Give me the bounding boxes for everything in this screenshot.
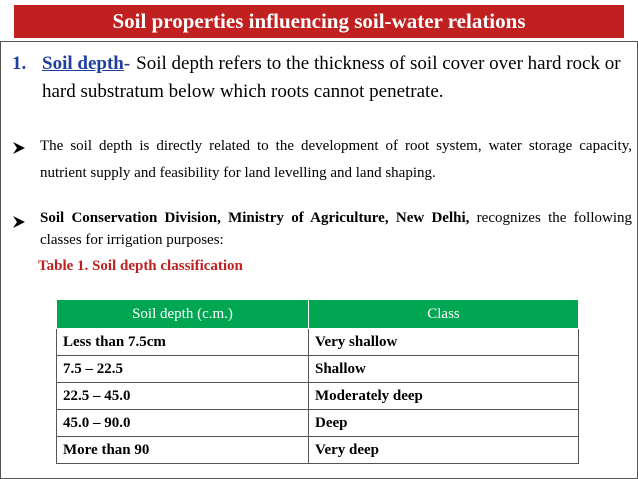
table-cell: Moderately deep bbox=[308, 382, 579, 410]
item-text: Soil depth refers to the thickness of so… bbox=[42, 53, 621, 102]
bullet: Soil Conservation Division, Ministry of … bbox=[40, 207, 632, 251]
table-row: 45.0 – 90.0 Deep bbox=[56, 409, 579, 437]
table-row: 7.5 – 22.5 Shallow bbox=[56, 355, 579, 383]
table-cell: Deep bbox=[308, 409, 579, 437]
bullet: The soil depth is directly related to th… bbox=[40, 138, 632, 181]
item-1: 1. Soil depth- Soil depth refers to the th… bbox=[12, 50, 632, 106]
item-dash: - bbox=[123, 53, 131, 74]
table-cell: 45.0 – 90.0 bbox=[56, 409, 309, 437]
table-caption: Table 1. Soil depth classification bbox=[38, 258, 243, 274]
table-row: 22.5 – 45.0 Moderately deep bbox=[56, 382, 579, 410]
table: Soil depth (c.m.) Class Less than 7.5cm Ve… bbox=[56, 299, 579, 464]
table-cell: Less than 7.5cm bbox=[56, 328, 309, 356]
table-row: More than 90 Very deep bbox=[56, 436, 579, 464]
column-header: Class bbox=[308, 299, 579, 329]
column-header: Soil depth (c.m.) bbox=[56, 299, 309, 329]
table-cell: 7.5 – 22.5 bbox=[56, 355, 309, 383]
bullet-bold: Soil Conservation Division, Ministry of … bbox=[40, 210, 470, 226]
title: Soil properties influencing soil-water r… bbox=[14, 5, 624, 38]
table-row: Less than 7.5cm Very shallow bbox=[56, 328, 579, 356]
table-cell: Very deep bbox=[308, 436, 579, 464]
item-body: Soil depth- Soil depth refers to the thic… bbox=[12, 50, 632, 106]
header-row: Soil depth (c.m.) Class bbox=[56, 299, 579, 329]
table-cell: Shallow bbox=[308, 355, 579, 383]
item-number: 1. bbox=[12, 53, 27, 74]
item-term: Soil depth bbox=[42, 53, 124, 74]
bullet-icon bbox=[13, 216, 25, 228]
bullet-icon bbox=[13, 142, 25, 154]
table-cell: 22.5 – 45.0 bbox=[56, 382, 309, 410]
bullet-text: recognizes the following classes for irr… bbox=[40, 210, 633, 248]
table-cell: Very shallow bbox=[308, 328, 579, 356]
table-body: Less than 7.5cm Very shallow 7.5 – 22.5 Sha… bbox=[56, 328, 579, 464]
table-cell: More than 90 bbox=[56, 436, 309, 464]
